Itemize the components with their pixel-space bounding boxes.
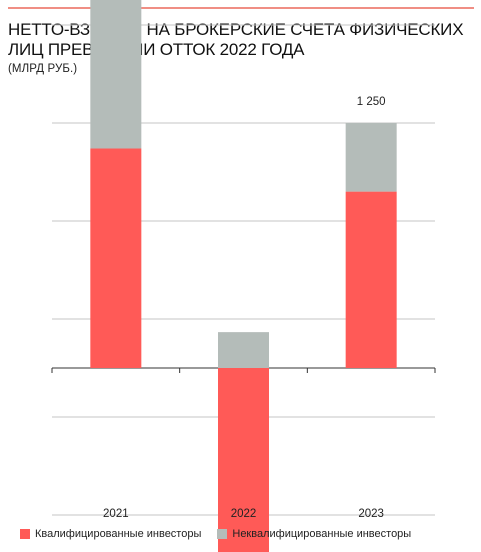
bar-2023-series-0 — [345, 191, 397, 368]
x-tick-label-2022: 2022 — [231, 508, 257, 520]
legend-swatch-qualified — [20, 529, 30, 539]
chart-subtitle: (МЛРД РУБ.) — [8, 63, 78, 75]
legend-swatch-unqualified — [217, 529, 228, 539]
accent-line — [8, 7, 474, 9]
legend: Квалифицированные инвесторы Неквалифицир… — [20, 528, 411, 540]
x-tick-label-2021: 2021 — [103, 508, 129, 520]
legend-item-qualified: Квалифицированные инвесторы — [20, 528, 201, 540]
bar-2021-series-1 — [90, 0, 142, 149]
legend-item-unqualified: Неквалифицированные инвесторы — [217, 528, 411, 540]
bar-2023-series-1 — [345, 123, 397, 192]
legend-label-qualified: Квалифицированные инвесторы — [35, 528, 202, 540]
x-tick-label-2023: 2023 — [358, 508, 384, 520]
bar-2022-series-0 — [218, 368, 269, 552]
legend-label-unqualified: Неквалифицированные инвесторы — [232, 528, 412, 540]
data-label-2023: 1 250 — [357, 96, 386, 108]
bar-2021-series-0 — [90, 148, 142, 368]
bar-2022-series-1 — [218, 332, 269, 368]
